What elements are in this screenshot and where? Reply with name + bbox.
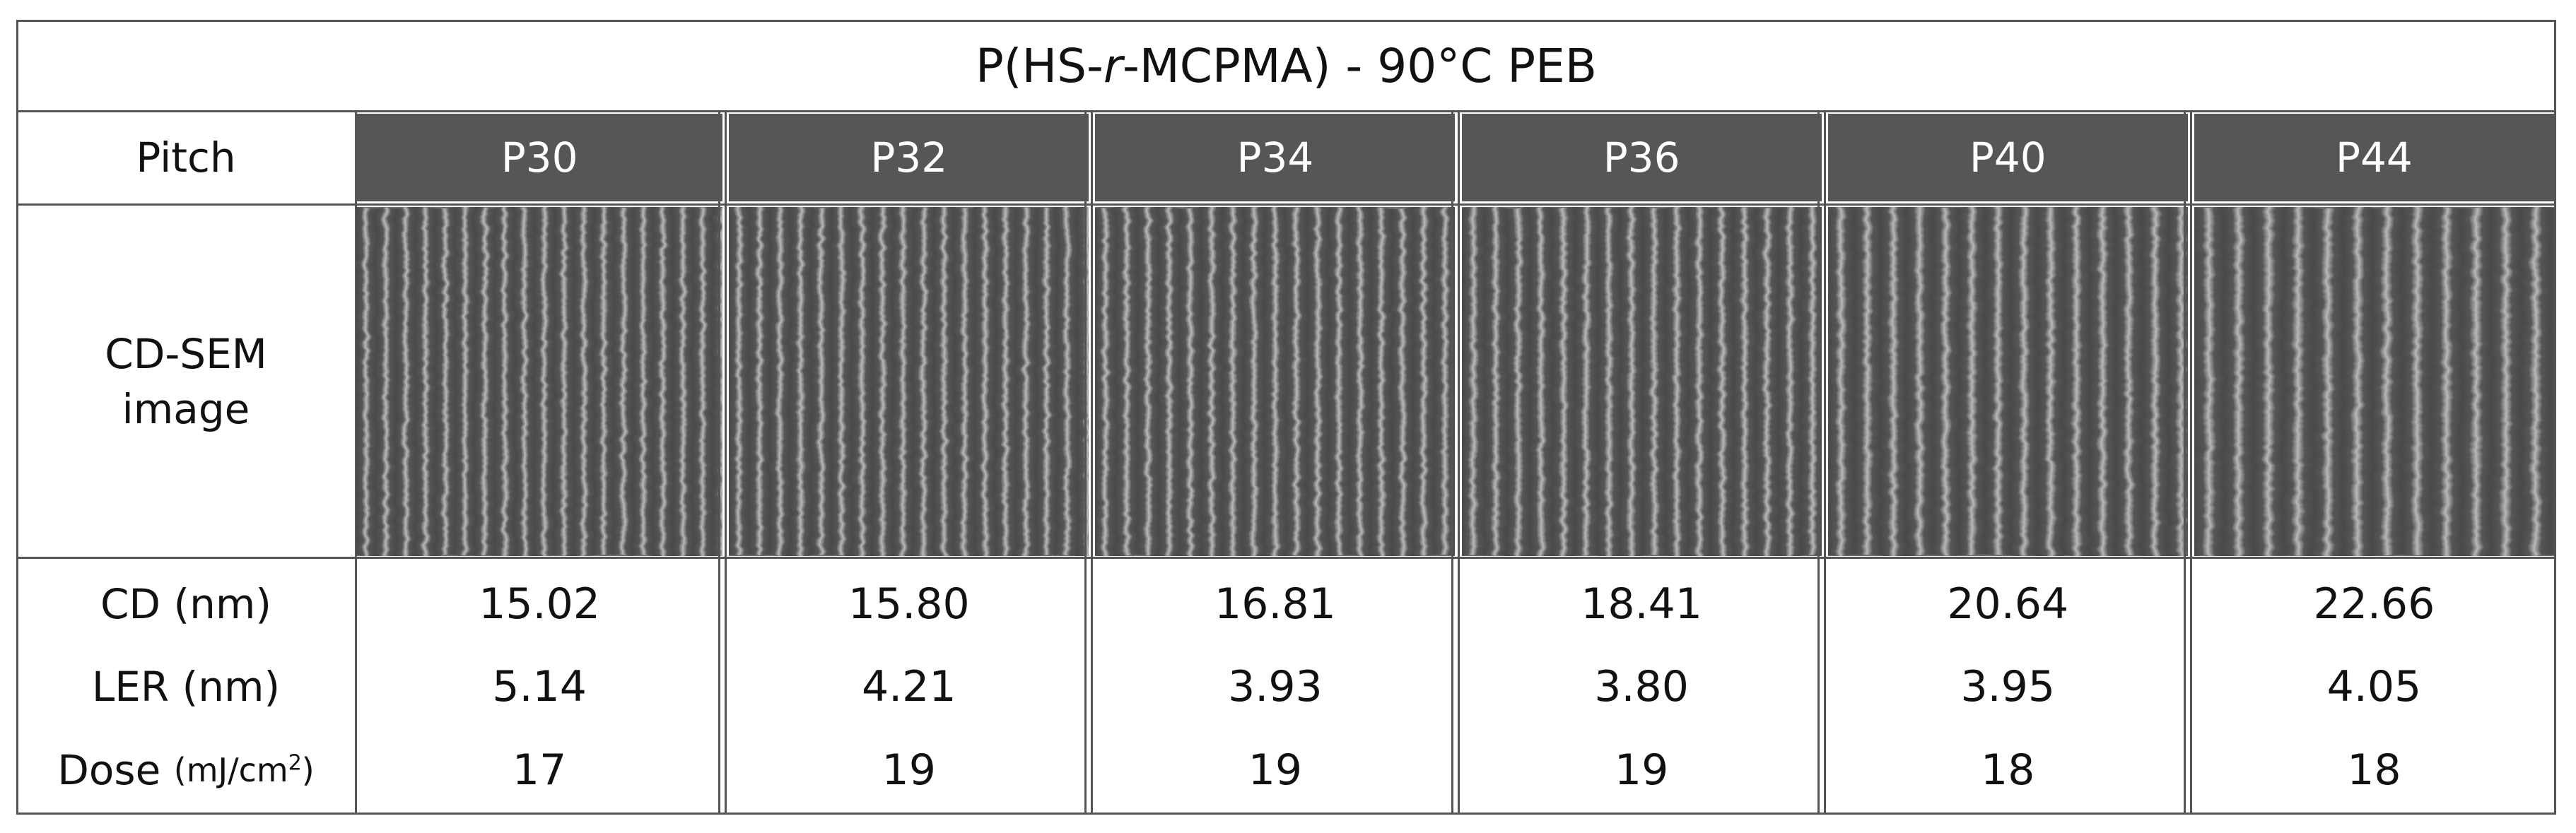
rule: [16, 110, 2556, 112]
column-header: P30: [356, 114, 723, 201]
row-label: Dose (mJ/cm2): [16, 728, 356, 813]
cd-value: 15.02: [479, 579, 600, 629]
rule: [1084, 110, 1087, 815]
dose-value: 18: [2347, 745, 2401, 795]
cd-value: 22.66: [2313, 579, 2435, 629]
unit-part: (mJ/cm: [173, 750, 288, 789]
rule: [16, 557, 2556, 559]
rule: [1823, 110, 1826, 815]
ler-value: 4.05: [2326, 662, 2422, 711]
row-label: CD (nm): [100, 579, 272, 628]
table-title: P(HS-r -MCPMA) - 90°C PEB: [16, 20, 2556, 112]
row-label-text: Dose: [57, 745, 161, 794]
column-header: P44: [2194, 114, 2554, 201]
sem-image: [1827, 207, 2188, 556]
rule: [1091, 110, 1094, 815]
column-header: P34: [1095, 114, 1456, 201]
unit: (mJ/cm2): [174, 748, 315, 792]
rule: [718, 110, 721, 815]
dose-value: 19: [1248, 745, 1303, 795]
rule: [725, 110, 727, 815]
ler-value: 4.21: [861, 662, 956, 711]
rule: [1817, 110, 1820, 815]
column-header: P40: [1827, 114, 2188, 201]
cd-value: 15.80: [848, 579, 970, 629]
rule: [2189, 110, 2192, 815]
ler-value: 3.93: [1228, 662, 1323, 711]
title-part: P(HS-: [975, 38, 1103, 93]
column-header: P32: [729, 114, 1089, 201]
sem-image: [2194, 207, 2554, 556]
sem-image: [729, 207, 1089, 556]
title-part: r: [1103, 38, 1123, 93]
row-label: Pitch: [136, 133, 236, 182]
sem-image: [1095, 207, 1456, 556]
rule: [1457, 110, 1460, 815]
ler-value: 3.80: [1594, 662, 1689, 711]
column-header: P36: [1461, 114, 1822, 201]
dose-value: 19: [1614, 745, 1669, 795]
dose-value: 19: [882, 745, 936, 795]
ler-value: 5.14: [492, 662, 587, 711]
rule: [16, 203, 2556, 206]
rule: [2183, 110, 2186, 815]
ler-value: 3.95: [1960, 662, 2056, 711]
cd-value: 20.64: [1947, 579, 2069, 629]
row-label: LER (nm): [91, 662, 281, 711]
cd-value: 16.81: [1214, 579, 1336, 629]
sem-image: [1461, 207, 1822, 556]
unit-part: ): [301, 750, 315, 789]
rule: [1451, 110, 1453, 815]
dose-value: 18: [1981, 745, 2035, 795]
sem-image: [356, 207, 723, 556]
cd-value: 18.41: [1581, 579, 1702, 629]
table-frame: [16, 20, 2556, 815]
unit-part: 2: [288, 750, 302, 776]
row-label: CD-SEM image: [105, 329, 267, 433]
dose-value: 17: [512, 745, 567, 795]
title-part: -MCPMA) - 90°C PEB: [1122, 38, 1598, 93]
